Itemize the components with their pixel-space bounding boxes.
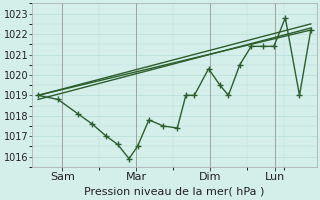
X-axis label: Pression niveau de la mer( hPa ): Pression niveau de la mer( hPa ) (84, 187, 265, 197)
